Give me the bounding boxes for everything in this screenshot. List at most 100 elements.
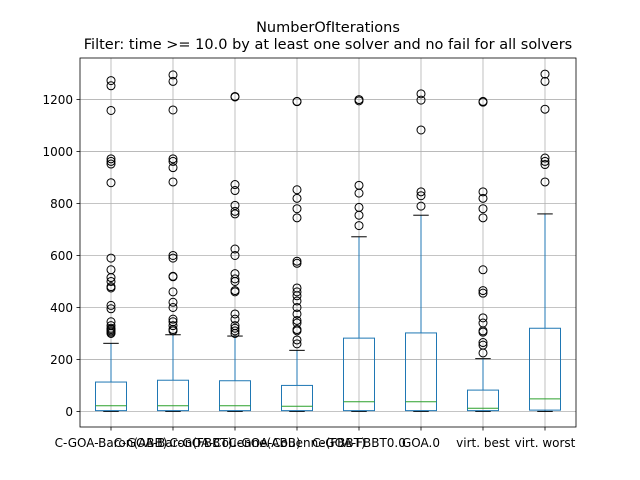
x-tick-label: virt. worst [515,436,576,450]
outlier-point [230,326,240,336]
outlier-point [230,200,240,210]
x-tick-label: C-GOA-FBBT0.0 [312,436,406,450]
outlier-point [168,297,178,307]
box-group [405,89,437,412]
outlier-point [230,250,240,260]
outlier-point [292,315,302,325]
outlier-point [540,69,550,79]
outlier-point [230,287,240,297]
outlier-point [106,178,116,188]
box-group [343,95,375,412]
y-tick-label: 0 [65,405,73,419]
box-group [467,96,499,412]
outlier-point [168,326,178,336]
outlier-point [168,154,178,164]
outlier-point [168,163,178,173]
y-tick-label: 1000 [42,145,73,159]
outlier-point [416,95,426,105]
outlier-point [230,314,240,324]
outlier-point [478,288,488,298]
outlier-point [292,335,302,345]
outlier-point [292,326,302,336]
outlier-point [106,159,116,169]
y-tick-label: 600 [50,249,73,263]
outlier-point [106,328,116,338]
outlier-point [106,105,116,115]
outlier-point [292,339,302,349]
outlier-point [168,250,178,260]
y-axis: 0 200 400 600 800 1000 1200 [42,93,80,419]
outlier-point [106,253,116,263]
chart-subtitle: Filter: time >= 10.0 by at least one sol… [84,37,572,53]
outlier-point [168,76,178,86]
box-group [281,96,313,412]
x-tick-label: C-GOA-Baron(ABB) [55,436,168,450]
iqr-box [529,327,561,411]
outlier-point [292,256,302,266]
x-tick-label: virt. best [456,436,510,450]
outlier-point [478,313,488,323]
outlier-point [416,89,426,99]
outlier-point [168,314,178,324]
outlier-point [292,213,302,223]
outlier-point [106,283,116,293]
outlier-point [540,177,550,187]
outlier-point [540,160,550,170]
outlier-point [478,265,488,275]
outlier-point [292,291,302,301]
outlier-point [168,321,178,331]
outlier-point [292,97,302,107]
box-group [95,76,127,412]
outlier-point [106,156,116,166]
outlier-point [168,70,178,80]
iqr-box [405,332,437,412]
box-group [219,91,251,412]
y-tick-label: 400 [50,301,73,315]
outlier-point [292,296,302,306]
outlier-point [478,338,488,348]
outlier-point [478,187,488,197]
outlier-point [416,201,426,211]
outlier-point [354,188,364,198]
outlier-point [168,302,178,312]
box-group [529,69,561,412]
y-tick-label: 800 [50,197,73,211]
box-group [157,70,189,412]
grid-layer [80,58,576,427]
outlier-point [292,258,302,268]
iqr-box [157,379,189,412]
outlier-point [478,348,488,358]
outlier-point [540,76,550,86]
outlier-point [540,156,550,166]
outlier-point [292,193,302,203]
outlier-point [416,191,426,201]
iqr-box [219,380,251,412]
outlier-point [540,104,550,114]
outlier-point [168,287,178,297]
outlier-point [416,187,426,197]
x-tick-label: GOA.0 [402,436,440,450]
outlier-point [230,323,240,333]
chart-title: NumberOfIterations [256,20,400,36]
iqr-box [95,381,127,412]
outlier-point [478,213,488,223]
outlier-point [106,76,116,86]
outlier-point [106,81,116,91]
x-axis: C-GOA-Baron(ABB)C-GOA-Baron(FBBT)C-GOA-C… [55,427,576,450]
outlier-point [106,276,116,286]
box-layer [95,69,561,412]
outlier-point [230,274,240,284]
outlier-point [292,309,302,319]
x-tick-label: C-GOA-Couenne(FBBT) [228,436,365,450]
outlier-point [106,300,116,310]
outlier-point [478,204,488,214]
outlier-point [106,273,116,283]
outlier-point [230,186,240,196]
y-tick-label: 200 [50,353,73,367]
plot-frame [79,57,577,428]
outlier-point [292,185,302,195]
outlier-point [354,210,364,220]
outlier-point [354,221,364,231]
outlier-point [292,302,302,312]
